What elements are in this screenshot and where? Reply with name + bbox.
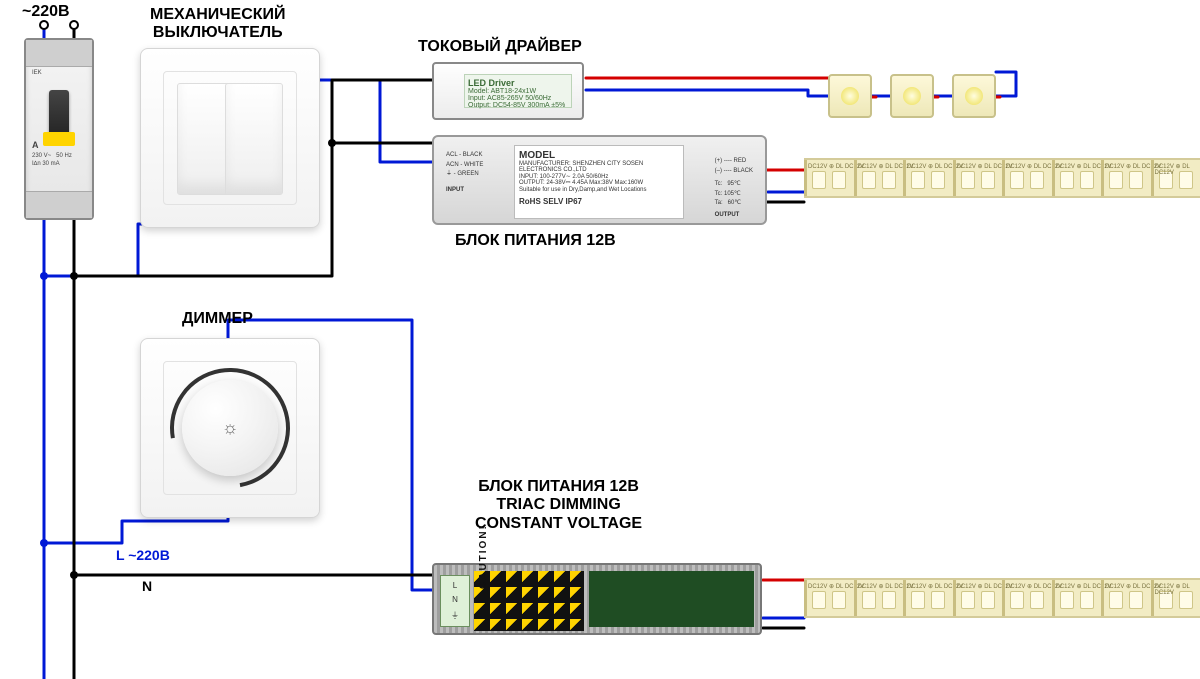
switch-rocker-right	[225, 83, 283, 195]
input-terminal-n	[69, 20, 79, 30]
dimmer-label: ДИММЕР	[182, 310, 253, 328]
led-module-1	[828, 74, 872, 118]
psu-input-labels: ACL - BLACK ACN - WHITE ⏚ - GREEN INPUT	[446, 151, 483, 195]
psu-12v-label: БЛОК ПИТАНИЯ 12В	[455, 232, 616, 250]
psu-12v sealed: ACL - BLACK ACN - WHITE ⏚ - GREEN INPUT …	[432, 135, 767, 225]
psu2-terminals: L N ⏚	[440, 575, 470, 627]
psu-dimming-label: БЛОК ПИТАНИЯ 12В TRIAC DIMMING CONSTANT …	[475, 478, 642, 533]
driver-input: Input: AC85-265V 50/60Hz	[468, 95, 568, 102]
live-wire-label: L ~220В	[116, 547, 170, 563]
input-terminal-l	[39, 20, 49, 30]
psu-nameplate: MODEL MANUFACTURER: SHENZHEN CITY SOSEN …	[514, 145, 684, 219]
dimmer-knob	[182, 380, 278, 476]
driver-nameplate: LED Driver Model: ABT18-24x1W Input: AC8…	[464, 74, 572, 108]
led-module-2	[890, 74, 934, 118]
led-strip-top: DC12V ⊕ DL DC12VDC12V ⊕ DL DC12VDC12V ⊕ …	[804, 158, 1200, 198]
mechanical-switch-label: МЕХАНИЧЕСКИЙ ВЫКЛЮЧАТЕЛЬ	[150, 6, 286, 43]
breaker-lever	[49, 90, 69, 140]
psu-output-labels: (+) ---- RED (–) ---- BLACK Tc: 95℃ Tc: …	[715, 157, 753, 221]
driver-model: Model: ABT18-24x1W	[468, 88, 568, 95]
circuit-breaker: IEK 230 V~ 50 HzI∆n 30 mA A	[24, 38, 94, 220]
neutral-wire-label: N	[142, 578, 152, 594]
psu-12v-triac: L N ⏚ CAUTION!	[432, 563, 762, 635]
caution-label: CAUTION!	[478, 524, 489, 589]
led-module-3	[952, 74, 996, 118]
driver-title: LED Driver	[468, 78, 568, 88]
mechanical-wall-switch	[140, 48, 320, 228]
led-strip-bottom: DC12V ⊕ DL DC12VDC12V ⊕ DL DC12VDC12V ⊕ …	[804, 578, 1200, 618]
driver-output: Output: DC54-85V 300mA ±5%	[468, 102, 568, 109]
voltage-label: ~220В	[22, 3, 70, 21]
dimmer-switch	[140, 338, 320, 518]
led-current-driver: LED Driver Model: ABT18-24x1W Input: AC8…	[432, 62, 584, 120]
current-driver-label: ТОКОВЫЙ ДРАЙВЕР	[418, 38, 582, 56]
psu2-pcb	[589, 571, 754, 627]
